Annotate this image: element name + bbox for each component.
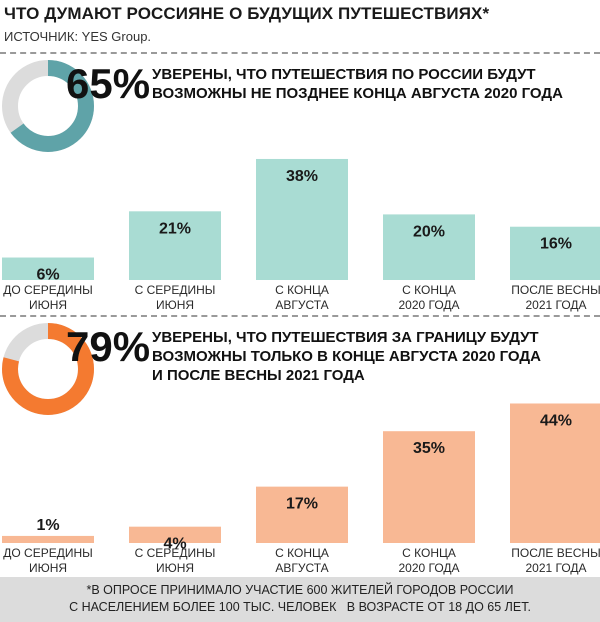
- footnote-line-1: *В ОПРОСЕ ПРИНИМАЛО УЧАСТИЕ 600 ЖИТЕЛЕЙ …: [86, 583, 514, 597]
- domestic-category-label-3-2: АВГУСТА: [275, 298, 328, 312]
- domestic-bar-value-1: 6%: [36, 267, 59, 284]
- domestic-category-label-4-1: С КОНЦА: [402, 283, 456, 297]
- domestic-donut-fill: [2, 60, 94, 152]
- abroad-headline-percent: 79%: [66, 323, 150, 370]
- abroad-bar-1: [2, 535, 94, 543]
- domestic-bar-1: [2, 257, 94, 280]
- domestic-bar-value-4: 20%: [413, 223, 445, 240]
- footnote: *В ОПРОСЕ ПРИНИМАЛО УЧАСТИЕ 600 ЖИТЕЛЕЙ …: [0, 577, 600, 622]
- domestic-category-label-3-1: С КОНЦА: [275, 283, 329, 297]
- domestic-headline-line-1: УВЕРЕНЫ, ЧТО ПУТЕШЕСТВИЯ ПО РОССИИ БУДУТ: [152, 66, 536, 83]
- abroad-donut-fill: [2, 323, 94, 415]
- domestic-bar-value-3: 38%: [286, 168, 318, 185]
- abroad-bar-4: [383, 431, 475, 543]
- domestic-bar-3: [256, 158, 348, 280]
- abroad-bar-value-2: 4%: [163, 536, 186, 553]
- abroad-category-label-1-1: ДО СЕРЕДИНЫ: [3, 546, 93, 560]
- abroad-bar-value-1: 1%: [36, 517, 59, 534]
- domestic-category-label-5-1: ПОСЛЕ ВЕСНЫ: [511, 283, 600, 297]
- abroad-category-label-3-1: С КОНЦА: [275, 546, 329, 560]
- source-note: ИСТОЧНИК: YES Group.: [4, 29, 152, 44]
- footnote-line-2: С НАСЕЛЕНИЕМ БОЛЕЕ 100 ТЫС. ЧЕЛОВЕК В ВО…: [69, 600, 531, 614]
- abroad-headline-line-2: ВОЗМОЖНЫ ТОЛЬКО В КОНЦЕ АВГУСТА 2020 ГОД…: [152, 348, 541, 365]
- domestic-bar-2: [129, 211, 221, 280]
- domestic-bar-4: [383, 214, 475, 280]
- page-title: ЧТО ДУМАЮТ РОССИЯНЕ О БУДУЩИХ ПУТЕШЕСТВИ…: [4, 4, 490, 23]
- abroad-category-label-3-2: АВГУСТА: [275, 561, 328, 575]
- domestic-category-label-2-2: ИЮНЯ: [156, 298, 194, 312]
- domestic-bar-value-2: 21%: [159, 220, 191, 237]
- abroad-bar-2: [129, 526, 221, 543]
- abroad-bar-value-5: 44%: [540, 412, 572, 429]
- abroad-category-label-5-1: ПОСЛЕ ВЕСНЫ: [511, 546, 600, 560]
- domestic-category-label-1-1: ДО СЕРЕДИНЫ: [3, 283, 93, 297]
- domestic-category-label-1-2: ИЮНЯ: [29, 298, 67, 312]
- abroad-category-label-4-1: С КОНЦА: [402, 546, 456, 560]
- abroad-bar-5: [510, 403, 600, 543]
- abroad-bar-3: [256, 486, 348, 543]
- abroad-category-label-2-1: С СЕРЕДИНЫ: [135, 546, 216, 560]
- abroad-category-label-1-2: ИЮНЯ: [29, 561, 67, 575]
- divider-top: [0, 52, 600, 54]
- abroad-bar-value-3: 17%: [286, 496, 318, 513]
- chart-abroad-travel: 79% УВЕРЕНЫ, ЧТО ПУТЕШЕСТВИЯ ЗА ГРАНИЦУ Б…: [2, 323, 600, 575]
- abroad-category-label-5-2: 2021 ГОДА: [525, 561, 586, 575]
- domestic-category-label-4-2: 2020 ГОДА: [398, 298, 459, 312]
- abroad-headline-line-1: УВЕРЕНЫ, ЧТО ПУТЕШЕСТВИЯ ЗА ГРАНИЦУ БУДУ…: [152, 329, 539, 346]
- abroad-bar-value-4: 35%: [413, 440, 445, 457]
- domestic-category-label-2-1: С СЕРЕДИНЫ: [135, 283, 216, 297]
- chart-domestic-travel: 65% УВЕРЕНЫ, ЧТО ПУТЕШЕСТВИЯ ПО РОССИИ БУ…: [2, 60, 600, 312]
- domestic-bar-5: [510, 226, 600, 280]
- domestic-headline-line-2: ВОЗМОЖНЫ НЕ ПОЗДНЕЕ КОНЦА АВГУСТА 2020 Г…: [152, 85, 563, 102]
- domestic-bar-value-5: 16%: [540, 236, 572, 253]
- abroad-headline-line-3: И ПОСЛЕ ВЕСНЫ 2021 ГОДА: [152, 367, 365, 384]
- divider-middle: [0, 315, 600, 317]
- abroad-category-label-4-2: 2020 ГОДА: [398, 561, 459, 575]
- abroad-category-label-2-2: ИЮНЯ: [156, 561, 194, 575]
- domestic-category-label-5-2: 2021 ГОДА: [525, 298, 586, 312]
- domestic-headline-percent: 65%: [66, 60, 150, 107]
